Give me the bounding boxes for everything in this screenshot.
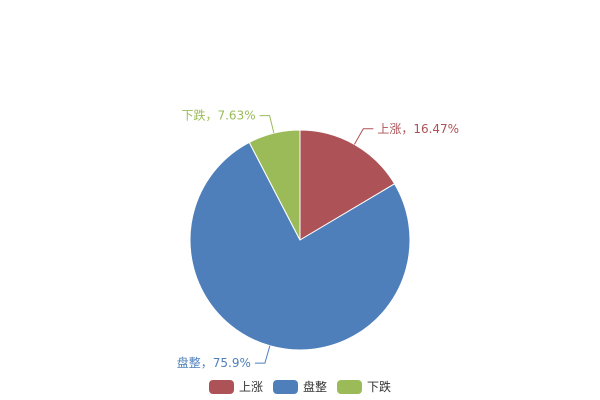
slice-label-2: 下跌，7.63%	[181, 108, 255, 123]
pie-slice-1[interactable]	[189, 141, 411, 351]
legend-label-0[interactable]: 上涨	[239, 379, 263, 394]
pie-slice-2[interactable]	[248, 129, 301, 241]
slice-label-0: 上涨，16.47%	[377, 121, 459, 136]
legend-label-1[interactable]: 盘整	[303, 379, 327, 394]
legend-swatch-0[interactable]	[209, 380, 234, 394]
label-line-0	[353, 128, 374, 145]
label-line-1	[254, 345, 271, 364]
legend-swatch-2[interactable]	[337, 380, 362, 394]
legend-label-2[interactable]: 下跌	[367, 379, 391, 394]
slice-label-1: 盘整，75.9%	[177, 355, 251, 370]
label-line-2	[259, 115, 275, 134]
legend-swatch-1[interactable]	[273, 380, 298, 394]
legend: 上涨 盘整 下跌	[209, 379, 391, 394]
